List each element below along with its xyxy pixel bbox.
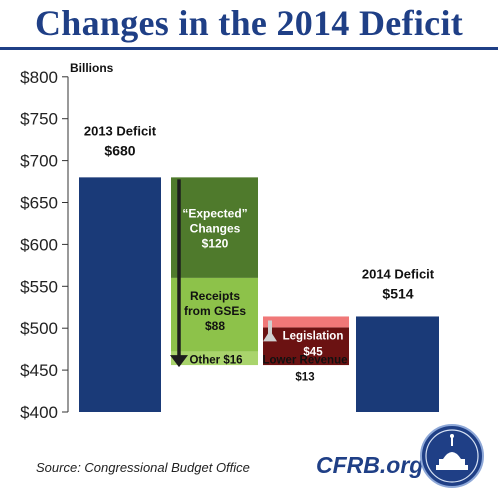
source-note: Source: Congressional Budget Office xyxy=(36,460,250,475)
arrows xyxy=(170,179,277,368)
y-tick-label: $750 xyxy=(20,110,58,129)
y-tick-label: $700 xyxy=(20,152,58,171)
y-tick-label: $800 xyxy=(20,68,58,87)
waterfall-chart: $400 $450 $500 $550 $600 $650 $700 $750 $800 Bill… xyxy=(20,61,439,422)
bar-deficit-2013 xyxy=(79,177,161,412)
label-legislation: Legislation xyxy=(283,330,344,342)
bars xyxy=(79,177,439,412)
value-receipts: $88 xyxy=(205,319,225,333)
down-arrowhead xyxy=(170,355,188,368)
y-tick-label: $450 xyxy=(20,361,58,380)
y-tick-label: $650 xyxy=(20,194,58,213)
unit-label: Billions xyxy=(70,61,114,75)
label-expected-line2: Changes xyxy=(190,221,241,235)
capitol-seal-icon xyxy=(420,424,484,488)
label-receipts-line1: Receipts xyxy=(190,289,240,303)
bar-other xyxy=(171,351,258,366)
bar-labels: 2013 Deficit $680 “Expected”Changes$120 Rec… xyxy=(84,123,435,383)
label-lower-revenue: Lower Revenue xyxy=(263,354,348,366)
value-legislation: $45 xyxy=(303,346,323,358)
label-deficit-2013: 2013 Deficit xyxy=(84,123,157,138)
title-underline xyxy=(0,47,498,50)
y-tick-label: $600 xyxy=(20,235,58,254)
y-tick-label: $550 xyxy=(20,277,58,296)
value-deficit-2013: $680 xyxy=(104,142,135,158)
value-expected: $120 xyxy=(202,236,229,250)
bar-receipts-gses xyxy=(171,277,258,352)
bar-expected-changes xyxy=(171,177,258,278)
bar-legislation xyxy=(263,327,349,366)
bar-deficit-2014 xyxy=(356,316,439,412)
brand-link[interactable]: CFRB.org xyxy=(316,452,424,478)
label-deficit-2014: 2014 Deficit xyxy=(362,266,435,281)
label-expected-line1: “Expected” xyxy=(182,206,247,220)
chart-title: Changes in the 2014 Deficit xyxy=(34,3,464,43)
label-receipts-line2: from GSEs xyxy=(184,304,246,318)
value-lower-revenue: $13 xyxy=(295,371,314,383)
label-other: Other $16 xyxy=(189,355,242,367)
y-axis: $400 $450 $500 $550 $600 $650 $700 $750 $800 Bill… xyxy=(20,61,113,422)
y-tick-label: $400 xyxy=(20,403,58,422)
y-tick-label: $500 xyxy=(20,319,58,338)
bar-lower-revenue xyxy=(263,316,349,328)
up-arrowhead xyxy=(263,330,277,342)
value-deficit-2014: $514 xyxy=(382,285,413,301)
